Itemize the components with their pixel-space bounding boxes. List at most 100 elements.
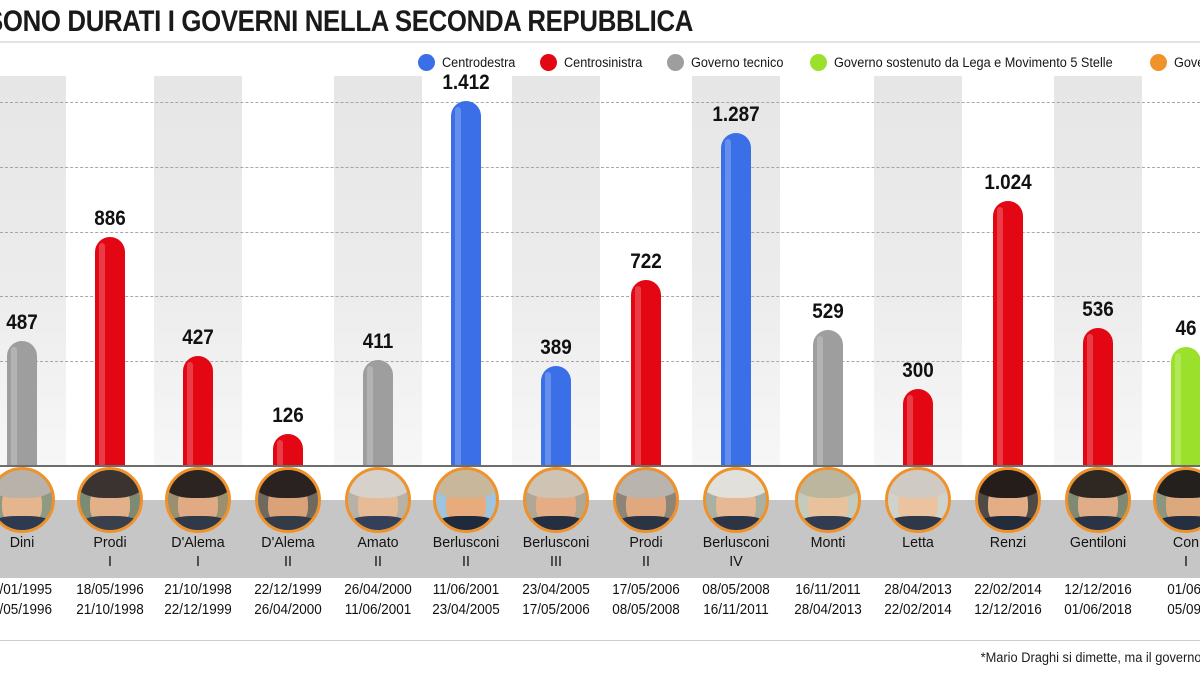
legend-item-1: Centrosinistra bbox=[540, 53, 647, 71]
legend-label: Centrosinistra bbox=[564, 54, 643, 70]
bar[interactable] bbox=[363, 360, 393, 467]
leader-photo-row bbox=[0, 467, 1200, 533]
avatar-hair bbox=[1156, 470, 1200, 498]
legend-label: Governo tecnico bbox=[691, 54, 784, 70]
avatar-body bbox=[889, 515, 947, 530]
bar-value-label: 1.412 bbox=[442, 70, 490, 94]
bar[interactable] bbox=[183, 356, 213, 467]
avatar-face bbox=[978, 470, 1038, 530]
government-name-cell: D'Alema I bbox=[146, 533, 251, 571]
avatar bbox=[613, 467, 679, 533]
government-end-date: 8/05/1996 bbox=[0, 602, 52, 618]
avatar-hair bbox=[798, 470, 858, 498]
government-name: Berlusconi bbox=[432, 534, 500, 551]
avatar-face bbox=[80, 470, 140, 530]
bar[interactable] bbox=[903, 389, 933, 467]
bar[interactable] bbox=[993, 201, 1023, 467]
legend-label: Governo sostenuto da Lega e Movimento 5 … bbox=[833, 54, 1113, 70]
bar[interactable] bbox=[631, 279, 661, 467]
bar-value-label: 1.287 bbox=[712, 103, 760, 127]
bar-value-label: 1.024 bbox=[984, 171, 1032, 195]
avatar-hair bbox=[0, 470, 52, 498]
avatar-face bbox=[798, 470, 858, 530]
avatar bbox=[77, 467, 143, 533]
government-end-date: 23/04/2005 bbox=[432, 602, 500, 618]
avatar bbox=[0, 467, 55, 533]
avatar bbox=[433, 467, 499, 533]
government-name: Dini bbox=[9, 534, 35, 551]
bar[interactable] bbox=[721, 133, 751, 467]
government-start-date: 26/04/2000 bbox=[344, 582, 412, 598]
bar[interactable] bbox=[1083, 328, 1113, 467]
government-dates: 7/01/19958/05/199618/05/199621/10/199821… bbox=[0, 580, 1200, 632]
legend-swatch-icon bbox=[1150, 53, 1168, 71]
government-date-cell: 16/11/2011 28/04/2013 bbox=[777, 580, 879, 620]
legend-label: Governo so bbox=[1174, 54, 1200, 70]
avatar bbox=[345, 467, 411, 533]
government-name-cell: D'Alema II bbox=[236, 533, 341, 571]
government-start-date: 08/05/2008 bbox=[702, 582, 770, 598]
government-date-cell: 22/02/2014 12/12/2016 bbox=[957, 580, 1059, 620]
bar[interactable] bbox=[7, 340, 37, 467]
avatar-face bbox=[168, 470, 228, 530]
government-end-date: 22/02/2014 bbox=[884, 602, 952, 618]
government-date-cell: 21/10/1998 22/12/1999 bbox=[147, 580, 249, 620]
legend-item-0: Centrodestra bbox=[418, 53, 520, 71]
avatar-hair bbox=[436, 470, 496, 498]
avatar bbox=[255, 467, 321, 533]
gridline bbox=[0, 101, 1200, 103]
chart-legend: Centrodestra Centrosinistra Governo tecnic… bbox=[418, 50, 1200, 74]
government-end-date: 11/06/2001 bbox=[344, 602, 412, 618]
avatar bbox=[885, 467, 951, 533]
footer-divider bbox=[0, 640, 1200, 641]
avatar-face bbox=[0, 470, 52, 530]
avatar-body bbox=[169, 515, 227, 530]
government-end-date: 16/11/2011 bbox=[703, 602, 769, 618]
gridline bbox=[0, 166, 1200, 168]
government-name: D'Alema bbox=[171, 534, 225, 551]
avatar bbox=[795, 467, 861, 533]
bar[interactable] bbox=[451, 100, 481, 467]
government-date-cell: 08/05/2008 16/11/2011 bbox=[685, 580, 787, 620]
government-name-cell: Prodi I bbox=[58, 533, 163, 571]
government-name-cell: Letta bbox=[866, 533, 971, 552]
bar[interactable] bbox=[95, 237, 125, 467]
bar-value-label: 529 bbox=[812, 299, 844, 323]
government-name-cell: Berlusconi IV bbox=[684, 533, 789, 571]
legend-item-4: Governo so bbox=[1150, 53, 1200, 71]
avatar bbox=[523, 467, 589, 533]
bar-value-label: 487 bbox=[6, 310, 38, 334]
government-ordinal: IV bbox=[729, 553, 743, 570]
bar-value-label: 389 bbox=[540, 336, 572, 360]
government-name-cell: Con I bbox=[1134, 533, 1200, 571]
government-start-date: 16/11/2011 bbox=[795, 582, 861, 598]
avatar-body bbox=[979, 515, 1037, 530]
government-name: Berlusconi bbox=[522, 534, 590, 551]
bar-value-label: 536 bbox=[1082, 297, 1114, 321]
avatar-face bbox=[436, 470, 496, 530]
avatar-hair bbox=[258, 470, 318, 498]
bar[interactable] bbox=[813, 329, 843, 467]
bar[interactable] bbox=[541, 366, 571, 467]
government-start-date: 01/06/ bbox=[1167, 582, 1200, 598]
government-name: Gentiloni bbox=[1069, 534, 1127, 551]
government-date-cell: 23/04/2005 17/05/2006 bbox=[505, 580, 607, 620]
government-name: Con bbox=[1172, 534, 1200, 551]
government-start-date: 23/04/2005 bbox=[522, 582, 590, 598]
bar[interactable] bbox=[1171, 347, 1200, 467]
government-date-cell: 28/04/2013 22/02/2014 bbox=[867, 580, 969, 620]
government-start-date: 7/01/1995 bbox=[0, 582, 52, 598]
avatar bbox=[1065, 467, 1131, 533]
avatar-body bbox=[1069, 515, 1127, 530]
title-bar: SONO DURATI I GOVERNI NELLA SECONDA REPU… bbox=[0, 0, 1200, 40]
government-ordinal: III bbox=[550, 553, 562, 570]
government-name: Berlusconi bbox=[702, 534, 770, 551]
legend-item-3: Governo sostenuto da Lega e Movimento 5 … bbox=[809, 53, 1130, 71]
avatar-body bbox=[1157, 515, 1200, 530]
avatar-hair bbox=[1068, 470, 1128, 498]
bar[interactable] bbox=[273, 434, 303, 467]
gridline bbox=[0, 361, 1200, 363]
government-name-cell: Monti bbox=[776, 533, 881, 552]
bar-value-label: 126 bbox=[272, 404, 304, 428]
avatar-hair bbox=[526, 470, 586, 498]
